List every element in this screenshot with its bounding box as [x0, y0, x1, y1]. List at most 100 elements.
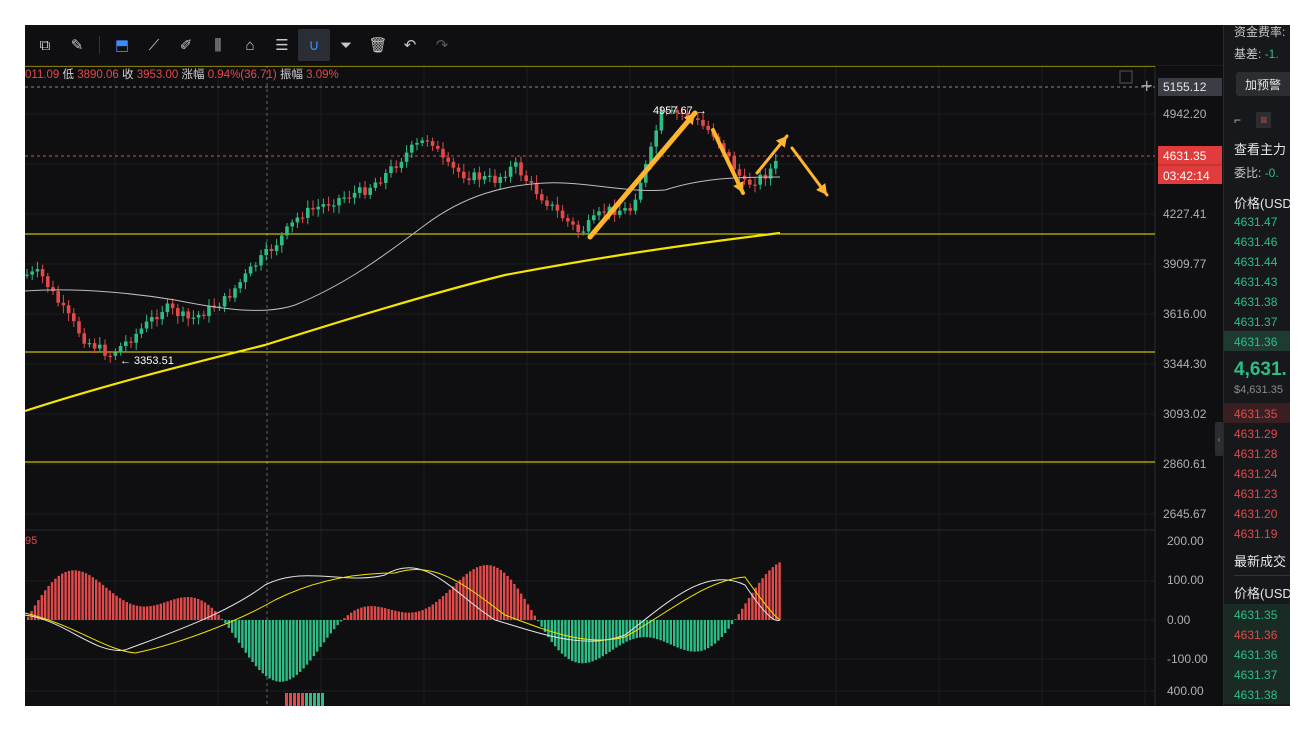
- undo-icon[interactable]: ↶: [403, 37, 417, 54]
- bookmark-icon[interactable]: ⬒: [114, 37, 130, 54]
- volume-bar: [301, 693, 304, 706]
- panel-collapse-handle[interactable]: ‹: [1215, 422, 1223, 456]
- main-force-label[interactable]: 查看主力: [1234, 142, 1287, 157]
- candle-body: [77, 321, 81, 334]
- current-price-label: 4631.35: [1163, 149, 1207, 163]
- candle-body: [586, 220, 591, 232]
- candle-body: [30, 271, 34, 275]
- price-tick: 3344.30: [1163, 357, 1207, 371]
- macd-bar: [373, 606, 377, 620]
- macd-bar: [214, 611, 217, 620]
- macd-bar: [186, 597, 190, 620]
- ma-line-short: [25, 176, 781, 311]
- price-chart[interactable]: 4942.20 4227.41 3909.77 3616.00 3344.30 3093.…: [25, 25, 1223, 706]
- layout-icon[interactable]: ⧉: [39, 36, 51, 54]
- trash-icon[interactable]: 🗑: [368, 37, 388, 54]
- price-tick: 3616.00: [1163, 307, 1207, 321]
- note-icon[interactable]: ☰: [275, 37, 289, 54]
- bid-row[interactable]: 4631.24: [1234, 467, 1278, 481]
- candle-body: [508, 166, 513, 177]
- candle-body: [436, 145, 440, 149]
- candle-body: [566, 218, 570, 222]
- candle-body: [46, 276, 50, 288]
- candle-body: [228, 296, 232, 298]
- candle-body: [191, 317, 196, 319]
- trades-title[interactable]: 最新成交: [1234, 554, 1287, 569]
- candle-body: [103, 344, 107, 356]
- macd-bar: [367, 606, 370, 620]
- ask-row[interactable]: 4631.36: [1234, 335, 1278, 349]
- macd-bar: [509, 579, 513, 620]
- ratio-value: -0.: [1264, 166, 1279, 180]
- macd-bar: [122, 600, 125, 620]
- down-arrow: [711, 128, 745, 195]
- candle-body: [623, 208, 627, 211]
- low-value: 3890.06: [77, 69, 119, 81]
- macd-bar: [662, 620, 666, 642]
- trades-header: 价格(USD: [1234, 586, 1290, 601]
- add-alert-button[interactable]: 加预警: [1236, 72, 1290, 96]
- macd-bar: [727, 620, 730, 629]
- macd-bar: [666, 620, 669, 644]
- macd-bar: [703, 620, 706, 650]
- delete-box-icon[interactable]: ⌂: [245, 36, 255, 54]
- macd-bar: [489, 565, 492, 620]
- candle-body: [326, 204, 331, 206]
- ask-row[interactable]: 4631.46: [1234, 235, 1278, 249]
- ask-row[interactable]: 4631.37: [1234, 315, 1278, 329]
- macd-bar: [540, 620, 543, 627]
- macd-bar: [278, 620, 281, 682]
- bid-row[interactable]: 4631.29: [1234, 427, 1278, 441]
- macd-bar: [81, 571, 84, 620]
- candle-body: [373, 182, 378, 188]
- candle-body: [415, 142, 419, 145]
- bid-row[interactable]: 4631.20: [1234, 507, 1278, 521]
- ask-row[interactable]: 4631.38: [1234, 295, 1278, 309]
- candle-body: [358, 187, 362, 193]
- ask-row[interactable]: 4631.47: [1234, 215, 1278, 229]
- candle-body: [280, 235, 284, 246]
- settings-pen-icon[interactable]: ✎: [70, 37, 84, 54]
- macd-tick: -100.00: [1167, 652, 1208, 666]
- candle-body: [25, 274, 29, 276]
- candle-body: [155, 317, 159, 320]
- candle-body: [545, 200, 549, 206]
- macd-bar: [305, 620, 309, 665]
- macd-bar: [282, 620, 285, 682]
- bid-row[interactable]: 4631.28: [1234, 447, 1278, 461]
- macd-bar: [649, 620, 652, 638]
- filter-icon[interactable]: ⏷: [339, 36, 352, 54]
- ratio-label: 委比:: [1234, 166, 1262, 180]
- ruler-icon[interactable]: ⟋: [148, 36, 160, 54]
- macd-bar: [564, 620, 567, 657]
- draw-icon[interactable]: ✐: [179, 37, 193, 54]
- ask-row[interactable]: 4631.43: [1234, 275, 1278, 289]
- ask-row[interactable]: 4631.44: [1234, 255, 1278, 269]
- bid-row[interactable]: 4631.23: [1234, 487, 1278, 501]
- candle-body: [670, 110, 674, 112]
- macd-bar: [676, 620, 679, 648]
- macd-bar: [513, 583, 516, 620]
- macd-bar: [741, 608, 744, 620]
- book-icon[interactable]: ⌐: [1234, 113, 1242, 127]
- up-arrow: [587, 110, 698, 240]
- macd-bar: [71, 570, 74, 620]
- macd-bar: [353, 610, 356, 620]
- candle-body: [332, 205, 336, 207]
- redo-icon[interactable]: ↷: [435, 37, 449, 54]
- macd-bar: [615, 620, 618, 648]
- high-annotation: 4957.67 →: [653, 105, 707, 117]
- candle-body: [488, 175, 492, 177]
- split-view-icon[interactable]: ≡: [1256, 112, 1272, 128]
- macd-bar: [656, 620, 659, 640]
- candle-body: [337, 198, 341, 206]
- candle-body: [706, 125, 710, 130]
- candle-body: [732, 156, 736, 170]
- magnet-icon[interactable]: ∪: [298, 29, 330, 61]
- candle-body: [737, 169, 742, 176]
- macd-bar: [635, 620, 638, 639]
- macd-bar: [37, 600, 40, 620]
- bid-row[interactable]: 4631.19: [1234, 527, 1278, 541]
- bid-row[interactable]: 4631.35: [1234, 407, 1278, 421]
- candles-icon[interactable]: ⫼: [214, 36, 222, 54]
